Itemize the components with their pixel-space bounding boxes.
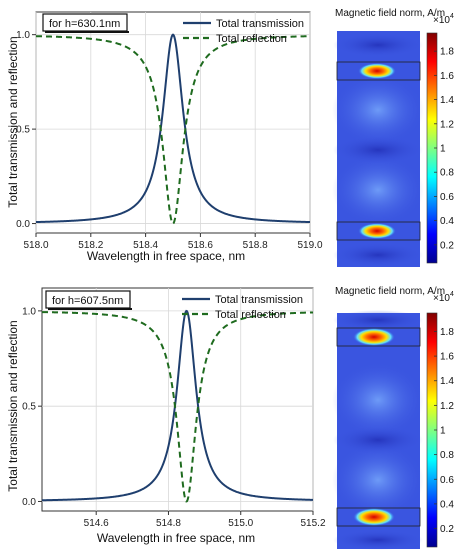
field-node bbox=[333, 33, 423, 57]
colorbar-tick-label: 0.4 bbox=[440, 216, 454, 227]
x-tick-label: 515.2 bbox=[300, 518, 325, 529]
resonator-layer bbox=[336, 221, 421, 241]
field-hotspot bbox=[358, 63, 396, 79]
bottom-spectrum-plot: 514.6 514.8 515.0 515.2 0.0 0.5 1.0 Wavelengt… bbox=[6, 287, 326, 545]
field-hotspot bbox=[353, 508, 395, 526]
colorbar-tick-label: 0.6 bbox=[440, 192, 454, 203]
x-tick-label: 518.8 bbox=[243, 240, 268, 251]
colorbar-tick-label: 1 bbox=[440, 426, 446, 437]
colorbar-tick-label: 1.2 bbox=[440, 401, 454, 412]
legend-label-reflection: Total reflection bbox=[215, 309, 286, 321]
x-tick-label: 514.6 bbox=[84, 518, 109, 529]
top-field-map: Magnetic field norm, A/m ×104 1.81.61.41… bbox=[332, 8, 454, 267]
colorbar-tick-label: 1.4 bbox=[440, 376, 454, 387]
x-axis-label: Wavelength in free space, nm bbox=[87, 249, 245, 263]
parameter-box: for h=607.5nm bbox=[45, 290, 132, 310]
resonator-layer bbox=[336, 327, 421, 347]
field-lobe bbox=[332, 442, 424, 518]
field-node bbox=[333, 530, 423, 550]
field-map-title: Magnetic field norm, A/m bbox=[335, 8, 445, 19]
x-tick-label: 515.0 bbox=[228, 518, 253, 529]
field-lobe bbox=[332, 74, 424, 146]
colorbar-ticks: 1.8 1.6 1.4 1.2 1 0.8 0.6 0.4 0.2 bbox=[434, 47, 454, 251]
curves bbox=[41, 309, 314, 503]
plot-frame bbox=[41, 287, 314, 512]
resonator-layer bbox=[336, 507, 421, 527]
colorbar-tick-label: 0.2 bbox=[440, 524, 454, 535]
legend-label-transmission: Total transmission bbox=[216, 18, 304, 30]
field-node bbox=[333, 310, 423, 330]
colorbar-tick-label: 0.8 bbox=[440, 168, 454, 179]
colorbar-tick-label: 1.8 bbox=[440, 327, 454, 338]
curves bbox=[35, 33, 311, 225]
field-hotspot bbox=[358, 223, 396, 239]
parameter-label: for h=607.5nm bbox=[52, 295, 123, 307]
x-tick-label: 518.6 bbox=[188, 240, 213, 251]
parameter-label: for h=630.1nm bbox=[49, 18, 120, 30]
x-tick-label: 519.0 bbox=[297, 240, 322, 251]
y-tick-label: 1.0 bbox=[16, 30, 30, 41]
x-axis-ticks: 518.0 518.2 518.4 518.6 518.8 519.0 bbox=[23, 233, 323, 251]
y-tick-label: 0.5 bbox=[16, 125, 30, 136]
colorbar-tick-label: 0.6 bbox=[440, 475, 454, 486]
reflection-curve bbox=[35, 35, 311, 225]
x-tick-label: 518.2 bbox=[78, 240, 103, 251]
colorbar-tick-label: 1.6 bbox=[440, 71, 454, 82]
colorbar-tick-label: 1.2 bbox=[440, 119, 454, 130]
field-lobe bbox=[332, 154, 424, 226]
resonator-layer bbox=[336, 61, 421, 81]
x-tick-label: 514.8 bbox=[156, 518, 181, 529]
x-tick-label: 518.0 bbox=[23, 240, 48, 251]
legend: Total transmission Total reflection bbox=[182, 294, 303, 321]
x-tick-label: 518.4 bbox=[133, 240, 158, 251]
field-lobe bbox=[332, 362, 424, 438]
colorbar-tick-label: 1 bbox=[440, 144, 446, 155]
colorbar-tick-label: 1.8 bbox=[440, 47, 454, 58]
reflection-curve bbox=[41, 311, 314, 503]
field-node bbox=[333, 243, 423, 267]
colorbar-ticks: 1.8 1.6 1.4 1.2 1 0.8 0.6 0.4 0.2 bbox=[434, 327, 454, 535]
colorbar-tick-label: 1.4 bbox=[440, 95, 454, 106]
y-tick-label: 0.0 bbox=[16, 219, 30, 230]
x-axis-ticks: 514.6 514.8 515.0 515.2 bbox=[84, 511, 326, 529]
y-axis-ticks: 0.0 0.5 1.0 bbox=[16, 30, 36, 230]
parameter-box: for h=630.1nm bbox=[42, 13, 129, 33]
plot-frame bbox=[35, 11, 311, 234]
colorbar-exponent: ×104 bbox=[433, 13, 454, 26]
y-tick-label: 0.0 bbox=[22, 497, 36, 508]
y-tick-label: 0.5 bbox=[22, 402, 36, 413]
grid bbox=[42, 288, 314, 511]
x-axis-label: Wavelength in free space, nm bbox=[97, 531, 255, 545]
y-axis-label: Total transmission and reflection bbox=[6, 320, 20, 491]
y-tick-label: 1.0 bbox=[22, 306, 36, 317]
y-axis-label: Total transmission and reflection bbox=[6, 36, 20, 207]
legend-label-transmission: Total transmission bbox=[215, 294, 303, 306]
field-node bbox=[333, 136, 423, 164]
top-spectrum-plot: 518.0 518.2 518.4 518.6 518.8 519.0 0.0 0.5 1.0… bbox=[6, 11, 323, 263]
colorbar-tick-label: 0.8 bbox=[440, 450, 454, 461]
field-map-title: Magnetic field norm, A/m bbox=[335, 286, 445, 297]
colorbar-exponent: ×104 bbox=[433, 291, 454, 304]
legend-label-reflection: Total reflection bbox=[216, 33, 287, 45]
y-axis-ticks: 0.0 0.5 1.0 bbox=[22, 306, 42, 508]
legend: Total transmission Total reflection bbox=[183, 18, 304, 45]
field-node bbox=[333, 426, 423, 454]
field-hotspot bbox=[353, 328, 395, 346]
colorbar-tick-label: 1.6 bbox=[440, 352, 454, 363]
bottom-field-map: Magnetic field norm, A/m ×104 1.81.61.41… bbox=[332, 286, 454, 550]
colorbar-tick-label: 0.4 bbox=[440, 499, 454, 510]
transmission-curve bbox=[41, 309, 314, 502]
colorbar-tick-label: 0.2 bbox=[440, 240, 454, 251]
transmission-curve bbox=[35, 33, 311, 224]
